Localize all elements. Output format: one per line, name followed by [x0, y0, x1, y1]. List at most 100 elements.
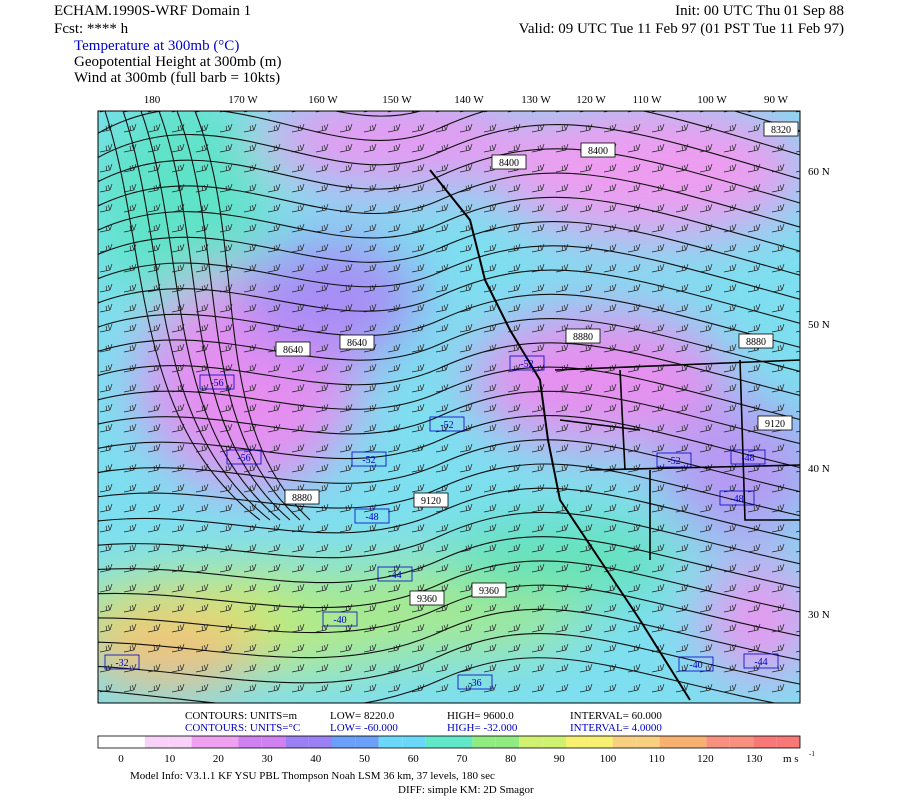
contour-info: HIGH= 9600.0 — [447, 710, 514, 722]
height-label-box — [580, 142, 616, 158]
height-label: 9360 — [479, 586, 499, 597]
temperature-label: -32 — [115, 658, 128, 669]
temperature-label: -44 — [388, 570, 401, 581]
height-label-box — [284, 489, 320, 505]
colorbar-cell — [121, 736, 145, 748]
height-label: 9360 — [417, 594, 437, 605]
height-label: 8880 — [746, 337, 766, 348]
temperature-label: -44 — [754, 657, 767, 668]
temperature-label-box — [656, 452, 692, 468]
temperature-label: -48 — [741, 453, 754, 464]
height-contour — [98, 608, 800, 661]
contour-info: LOW= -60.000 — [330, 722, 398, 734]
height-contour — [98, 463, 800, 517]
colorbar: 0 10 20 30 40 50 60 70 80 90 100 110 120 130 m s -1 — [97, 735, 815, 765]
height-label-box — [738, 333, 774, 349]
model-info: Model Info: V3.1.1 KF YSU PBL Thompson N… — [130, 770, 495, 782]
title: ECHAM.1990S-WRF Domain 1 — [54, 3, 251, 19]
colorbar-unit-exp: -1 — [809, 750, 815, 758]
colorbar-cell — [753, 736, 777, 748]
map — [98, 111, 800, 703]
longitude-label: 160 W — [308, 94, 338, 106]
contour-info: LOW= 8220.0 — [330, 710, 395, 722]
longitude-label: 180 — [144, 94, 161, 106]
colorbar-label: 120 — [697, 753, 714, 765]
colorbar-cell — [378, 736, 403, 748]
height-label-box — [491, 154, 527, 170]
temperature-label-box — [377, 566, 413, 582]
height-contour — [98, 584, 800, 637]
height-label-box — [757, 415, 793, 431]
height-contour — [158, 111, 291, 521]
temperature-label-box — [429, 416, 465, 432]
latitude-label: 40 N — [808, 463, 830, 475]
colorbar-cell — [449, 736, 473, 748]
colorbar-cell — [238, 736, 262, 748]
temperature-label-box — [322, 611, 358, 627]
temperature-label: -52 — [520, 359, 533, 370]
longitude-label: 170 W — [228, 94, 258, 106]
height-contour — [98, 414, 800, 469]
temperature-label-box — [678, 656, 714, 672]
colorbar-cell — [215, 736, 239, 748]
map-frame — [97, 110, 801, 704]
temperature-label-box — [743, 653, 779, 669]
colorbar-cell — [425, 736, 449, 748]
height-contour — [98, 657, 777, 703]
temperature-label-box — [730, 449, 766, 465]
colorbar-cell — [402, 736, 426, 748]
colorbar-cell — [495, 736, 520, 748]
temperature-label-box — [351, 451, 387, 467]
colorbar-cell — [776, 736, 800, 748]
height-label-box — [409, 590, 445, 606]
field-name: Geopotential Height at 300mb (m) — [74, 54, 281, 70]
height-contour — [98, 318, 800, 372]
height-contour — [98, 196, 800, 252]
height-label: 8640 — [347, 338, 367, 349]
temperature-label: -48 — [730, 494, 743, 505]
colorbar-cell — [636, 736, 660, 748]
latitude-label: 50 N — [808, 319, 830, 331]
latitude-label: 60 N — [808, 166, 830, 178]
height-contour — [194, 111, 311, 521]
height-label-box — [471, 582, 507, 598]
colorbar-label: 80 — [505, 753, 517, 765]
height-label-box — [565, 328, 601, 344]
longitude-label: 140 W — [454, 94, 484, 106]
colorbar-cell — [144, 736, 169, 748]
height-contour — [98, 536, 800, 589]
contour-info: INTERVAL= 60.000 — [570, 710, 662, 722]
contour-info: HIGH= -32.000 — [447, 722, 518, 734]
temperature-label: -40 — [333, 615, 346, 626]
colorbar-cell — [285, 736, 309, 748]
colorbar-label: 20 — [213, 753, 225, 765]
height-contour — [98, 293, 800, 348]
height-contour — [98, 366, 800, 421]
temperature-label: -52 — [667, 456, 680, 467]
height-contour — [98, 172, 800, 228]
height-label: 9120 — [765, 419, 785, 430]
colorbar-label: 110 — [649, 753, 666, 765]
height-contour — [98, 269, 800, 324]
colorbar-cell — [612, 736, 637, 748]
height-contour — [98, 560, 800, 613]
temperature-label-box — [354, 508, 390, 524]
temperature-label-box — [719, 490, 755, 506]
temperature-label: -52 — [440, 420, 453, 431]
colorbar-cell — [566, 736, 590, 748]
temperature-label-box — [226, 449, 262, 465]
height-label: 8320 — [771, 125, 791, 136]
colorbar-cell — [168, 736, 192, 748]
temperature-label-box — [457, 674, 493, 690]
colorbar-label: 130 — [746, 753, 763, 765]
colorbar-label: 40 — [310, 753, 322, 765]
height-label-box — [339, 334, 375, 350]
temperature-label-box — [104, 654, 140, 670]
height-label-box — [275, 341, 311, 357]
colorbar-unit: m s — [783, 753, 799, 765]
colorbar-cell — [191, 736, 215, 748]
height-contour — [98, 245, 800, 300]
colorbar-label: 70 — [456, 753, 468, 765]
